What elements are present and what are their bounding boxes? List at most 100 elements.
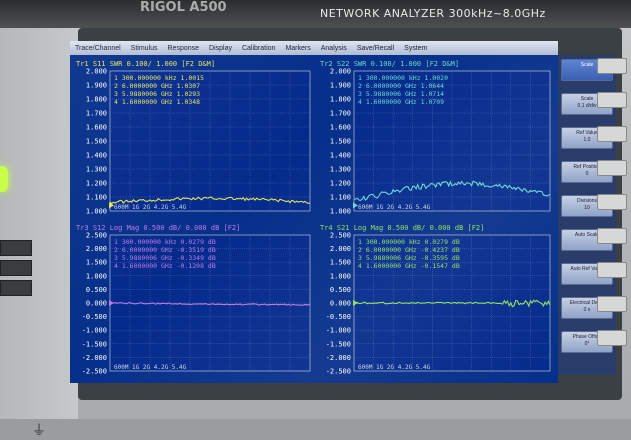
- y-tick-label: 1.300: [86, 166, 107, 174]
- y-tick-label: 1.400: [330, 152, 351, 160]
- hardware-key[interactable]: [597, 126, 627, 142]
- y-tick-label: -2.000: [326, 354, 351, 362]
- softkey-label: Scale: [580, 62, 594, 68]
- marker-readout: 1 300.000000 kHz 1.0020: [358, 74, 448, 82]
- reference-arrow: [353, 300, 358, 306]
- hardware-key[interactable]: [597, 296, 627, 312]
- frequency-footer: 600M 1G 2G 4.2G 5.4G: [358, 204, 431, 211]
- hardware-key[interactable]: [597, 92, 627, 108]
- trace-title: Tr2 S22 SWR 0.100/ 1.000 [F2 D&M]: [320, 60, 459, 68]
- reference-arrow: [109, 300, 114, 306]
- y-tick-label: -2.500: [326, 368, 351, 376]
- top-strip: RIGOL A500 NETWORK ANALYZER 300kHz~8.0GH…: [0, 0, 631, 28]
- y-tick-label: 1.000: [86, 208, 107, 216]
- hardware-key[interactable]: [597, 58, 627, 74]
- y-tick-label: 1.500: [86, 259, 107, 267]
- ground-icon: ⏚: [32, 423, 46, 439]
- frequency-footer: 600M 1G 2G 4.2G 5.4G: [114, 364, 187, 371]
- menu-item-response[interactable]: Response: [167, 44, 200, 52]
- y-tick-label: 1.900: [330, 82, 351, 90]
- frequency-footer: 600M 1G 2G 4.2G 5.4G: [114, 204, 187, 211]
- softkey-label: Ref Value: [576, 130, 598, 136]
- marker-readout: 3 5.9880006 GHz -0.3595 dB: [358, 254, 460, 262]
- marker-readout: 3 5.9880006 GHz -0.3349 dB: [114, 254, 216, 262]
- y-tick-label: 1.700: [86, 110, 107, 118]
- marker-readout: 1 300.000000 kHz 1.0015: [114, 74, 204, 82]
- y-tick-label: 1.800: [86, 96, 107, 104]
- y-tick-label: 0.500: [330, 286, 351, 294]
- trace-line: [109, 301, 311, 306]
- trace-panel-4: Tr4 S21 Log Mag 0.500 dB/ 0.000 dB [F2]2…: [320, 224, 551, 376]
- y-tick-label: -1.500: [326, 340, 351, 348]
- y-tick-label: 1.100: [330, 194, 351, 202]
- usb-port-3: [0, 280, 32, 296]
- trace-title: Tr3 S12 Log Mag 0.500 dB/ 0.000 dB [F2]: [76, 224, 240, 232]
- y-tick-label: 1.900: [86, 82, 107, 90]
- menu-item-save-recall[interactable]: Save/Recall: [356, 44, 395, 52]
- y-tick-label: 1.600: [330, 124, 351, 132]
- marker-readout: 3 5.9880006 GHz 1.0293: [114, 90, 200, 98]
- y-tick-label: 2.000: [330, 245, 351, 253]
- trace-line: [109, 196, 311, 205]
- y-tick-label: -2.500: [82, 368, 107, 376]
- softkey-label: Ref Position: [573, 164, 601, 170]
- y-tick-label: -0.500: [326, 313, 351, 321]
- y-tick-label: -0.500: [82, 313, 107, 321]
- trace-line: [353, 299, 551, 308]
- y-tick-label: 1.600: [86, 124, 107, 132]
- trace-panel-1: Tr1 S11 SWR 0.100/ 1.000 [F2 D&M]2.000 1.…: [76, 60, 311, 216]
- usb-port-2: [0, 260, 32, 276]
- menu-bar: Trace/Channel Stimulus Response Display Cali…: [70, 41, 558, 55]
- y-tick-label: 0.000: [330, 300, 351, 308]
- softkey-label: Scale: [580, 96, 594, 102]
- y-tick-label: 2.500: [330, 232, 351, 240]
- y-tick-label: 1.000: [86, 272, 107, 280]
- menu-item-display[interactable]: Display: [209, 44, 232, 52]
- softkey-value: 0°: [584, 341, 590, 347]
- softkey-value: 0 s: [583, 307, 591, 313]
- hardware-keys: [597, 58, 627, 378]
- trace-area: Tr1 S11 SWR 0.100/ 1.000 [F2 D&M] 2.000 1.…: [76, 60, 551, 376]
- y-tick-label: 1.500: [86, 138, 107, 146]
- hardware-key[interactable]: [597, 330, 627, 346]
- y-tick-label: 1.200: [330, 180, 351, 188]
- y-tick-label: 0.000: [86, 300, 107, 308]
- reference-arrow: [353, 202, 358, 209]
- softkey-label: Auto Scale: [574, 232, 600, 238]
- y-tick-label: 2.500: [86, 232, 107, 240]
- menu-item-calibration[interactable]: Calibration: [241, 44, 276, 52]
- y-tick-label: 1.000: [330, 208, 351, 216]
- menu-item-system[interactable]: System: [404, 44, 428, 52]
- softkey-label: Divisions: [576, 198, 597, 204]
- y-tick-label: 1.700: [330, 110, 351, 118]
- marker-readout: 1 300.000000 kHz 0.0279 dB: [358, 238, 460, 246]
- model-label: RIGOL A500: [140, 0, 227, 15]
- usb-port-1: [0, 240, 32, 256]
- menu-item-trace-channel[interactable]: Trace/Channel: [75, 44, 121, 52]
- hardware-key[interactable]: [597, 228, 627, 244]
- y-tick-label: 1.300: [330, 166, 351, 174]
- hardware-key[interactable]: [597, 194, 627, 210]
- y-tick-label: 1.500: [330, 138, 351, 146]
- y-tick-label: -1.000: [82, 327, 107, 335]
- y-tick-label: 1.100: [86, 194, 107, 202]
- y-tick-label: -1.000: [326, 327, 351, 335]
- marker-readout: 4 1.6000000 GHz 1.0348: [114, 98, 200, 106]
- brand-line: NETWORK ANALYZER 300kHz~8.0GHz: [320, 7, 546, 20]
- hardware-key[interactable]: [597, 262, 627, 278]
- trace-title: Tr1 S11 SWR 0.100/ 1.000 [F2 D&M]: [76, 60, 215, 68]
- menu-item-analysis[interactable]: Analysis: [320, 44, 347, 52]
- softkey-value: 10: [584, 205, 590, 211]
- left-panel: ⏚: [0, 28, 78, 439]
- marker-readout: 3 5.9880006 GHz 1.0714: [358, 90, 444, 98]
- trace-title: Tr4 S21 Log Mag 0.500 dB/ 0.000 dB [F2]: [320, 224, 484, 232]
- softkey-label: Phase Offset: [572, 334, 602, 340]
- marker-readout: 4 1.6000000 GHz -0.1208 dB: [114, 262, 216, 270]
- softkey-label: Auto Ref Value: [570, 266, 604, 272]
- menu-item-markers[interactable]: Markers: [285, 44, 311, 52]
- menu-item-stimulus[interactable]: Stimulus: [130, 44, 158, 52]
- y-tick-label: 0.500: [86, 286, 107, 294]
- frequency-footer: 600M 1G 2G 4.2G 5.4G: [358, 364, 431, 371]
- marker-readout: 4 1.6000000 GHz 1.0709: [358, 98, 444, 106]
- hardware-key[interactable]: [597, 160, 627, 176]
